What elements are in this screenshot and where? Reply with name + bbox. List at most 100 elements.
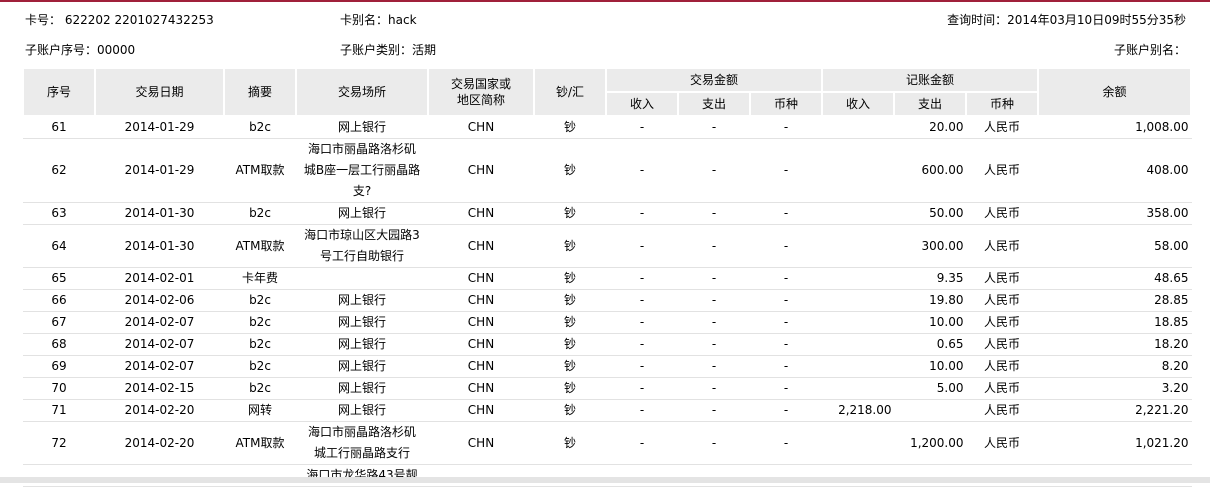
group-header: 记账金额 xyxy=(821,67,1039,93)
cell xyxy=(533,464,607,487)
cell xyxy=(821,464,895,487)
cell: b2c xyxy=(223,115,297,139)
cell: ATM取款 xyxy=(223,421,297,465)
cell: 67 xyxy=(22,311,96,334)
data-row: 61 2014-01-29 b2c 网上银行 CHN 钞 - - -20.00 人民币 1,008.… xyxy=(22,115,1192,139)
cell: 钞 xyxy=(533,267,607,290)
cell: CHN xyxy=(427,138,535,203)
cell: 62 xyxy=(22,138,96,203)
cell: - xyxy=(677,224,751,268)
cell: 网上银行 xyxy=(295,202,429,225)
cell: 58.00 xyxy=(1037,224,1192,268)
cell: 钞 xyxy=(533,138,607,203)
sub-header: 收入 xyxy=(605,91,679,117)
value: 活期 xyxy=(412,43,437,57)
cell: 66 xyxy=(22,289,96,312)
cell: - xyxy=(749,224,823,268)
cell: 2014-01-30 xyxy=(94,202,225,225)
cell: - xyxy=(749,355,823,378)
column-header: 余额 xyxy=(1037,67,1192,117)
cell xyxy=(893,464,967,487)
cell: 2014-01-30 xyxy=(94,224,225,268)
cell: 网上银行 xyxy=(295,289,429,312)
cell: CHN xyxy=(427,115,535,139)
value: 622202 2201027432253 xyxy=(64,13,214,27)
cell: 钞 xyxy=(533,115,607,139)
data-row: 64 2014-01-30 ATM取款 海口市琼山区大园路3号工行自助银行 CHN 钞 - -… xyxy=(22,224,1192,268)
top-rule xyxy=(0,0,1210,2)
cell: CHN xyxy=(427,267,535,290)
cell: - xyxy=(677,289,751,312)
cell: 2014-02-06 xyxy=(94,289,225,312)
cell xyxy=(605,464,679,487)
cell: 1,021.20 xyxy=(1037,421,1192,465)
cell: CHN xyxy=(427,202,535,225)
cell xyxy=(821,377,895,400)
cell: 10.00 xyxy=(893,355,967,378)
card-alias: 卡别名：hack xyxy=(340,11,417,28)
cell: 人民币 xyxy=(965,289,1039,312)
cell: 18.85 xyxy=(1037,311,1192,334)
sub-alias: 子账户别名： xyxy=(1114,41,1186,58)
column-header: 交易日期 xyxy=(94,67,225,117)
value: 2014年03月10日09时55分35秒 xyxy=(1007,13,1186,27)
cell xyxy=(821,202,895,225)
cell: 钞 xyxy=(533,399,607,422)
cell xyxy=(821,311,895,334)
cell: b2c xyxy=(223,202,297,225)
cell: 网上银行 xyxy=(295,311,429,334)
cell: 2,221.20 xyxy=(1037,399,1192,422)
cell: 人民币 xyxy=(965,224,1039,268)
cell: 人民币 xyxy=(965,267,1039,290)
cell: 人民币 xyxy=(965,333,1039,356)
cell: 钞 xyxy=(533,421,607,465)
sub-header: 币种 xyxy=(965,91,1039,117)
cell: - xyxy=(605,224,679,268)
cell: 2014-02-07 xyxy=(94,355,225,378)
query-time: 查询时间：2014年03月10日09时55分35秒 xyxy=(947,11,1186,28)
cell xyxy=(749,464,823,487)
cell: 72 xyxy=(22,421,96,465)
cell xyxy=(22,464,96,487)
cell: 19.80 xyxy=(893,289,967,312)
cell: 网上银行 xyxy=(295,115,429,139)
cell: 钞 xyxy=(533,224,607,268)
cell: - xyxy=(605,115,679,139)
cell: 2,218.00 xyxy=(821,399,895,422)
cell: - xyxy=(749,289,823,312)
cell xyxy=(427,464,535,487)
sub-header: 支出 xyxy=(677,91,751,117)
cell: 钞 xyxy=(533,355,607,378)
cell: 海口市龙华路43号靓 xyxy=(295,464,429,487)
cell: - xyxy=(677,421,751,465)
cell: b2c xyxy=(223,311,297,334)
data-row: 68 2014-02-07 b2c 网上银行 CHN 钞 - - -0.65 人民币 18.20 xyxy=(22,333,1192,356)
column-header: 钞/汇 xyxy=(533,67,607,117)
cell: CHN xyxy=(427,289,535,312)
cell: 61 xyxy=(22,115,96,139)
cell: 钞 xyxy=(533,377,607,400)
label: 子账户别名： xyxy=(1113,43,1186,57)
cell: - xyxy=(605,138,679,203)
cell: - xyxy=(605,399,679,422)
sub-no: 子账户序号：00000 xyxy=(25,41,135,58)
cell xyxy=(893,399,967,422)
cell: 网转 xyxy=(223,399,297,422)
column-header: 交易国家或地区简称 xyxy=(427,67,535,117)
cell: 网上银行 xyxy=(295,333,429,356)
header-row: 序号 交易日期 摘要 交易场所 交易国家或地区简称 钞/汇 交易金额 记账金额 余额 xyxy=(22,67,1192,117)
cell xyxy=(821,421,895,465)
cell: 2014-02-15 xyxy=(94,377,225,400)
cell: 408.00 xyxy=(1037,138,1192,203)
cell: 65 xyxy=(22,267,96,290)
cell: 人民币 xyxy=(965,115,1039,139)
cell: 68 xyxy=(22,333,96,356)
cell: 0.65 xyxy=(893,333,967,356)
cell: - xyxy=(749,267,823,290)
cell: 网上银行 xyxy=(295,355,429,378)
sub-type: 子账户类别：活期 xyxy=(340,41,436,58)
cell: CHN xyxy=(427,377,535,400)
column-header: 摘要 xyxy=(223,67,297,117)
cell: - xyxy=(749,115,823,139)
cell: - xyxy=(677,202,751,225)
